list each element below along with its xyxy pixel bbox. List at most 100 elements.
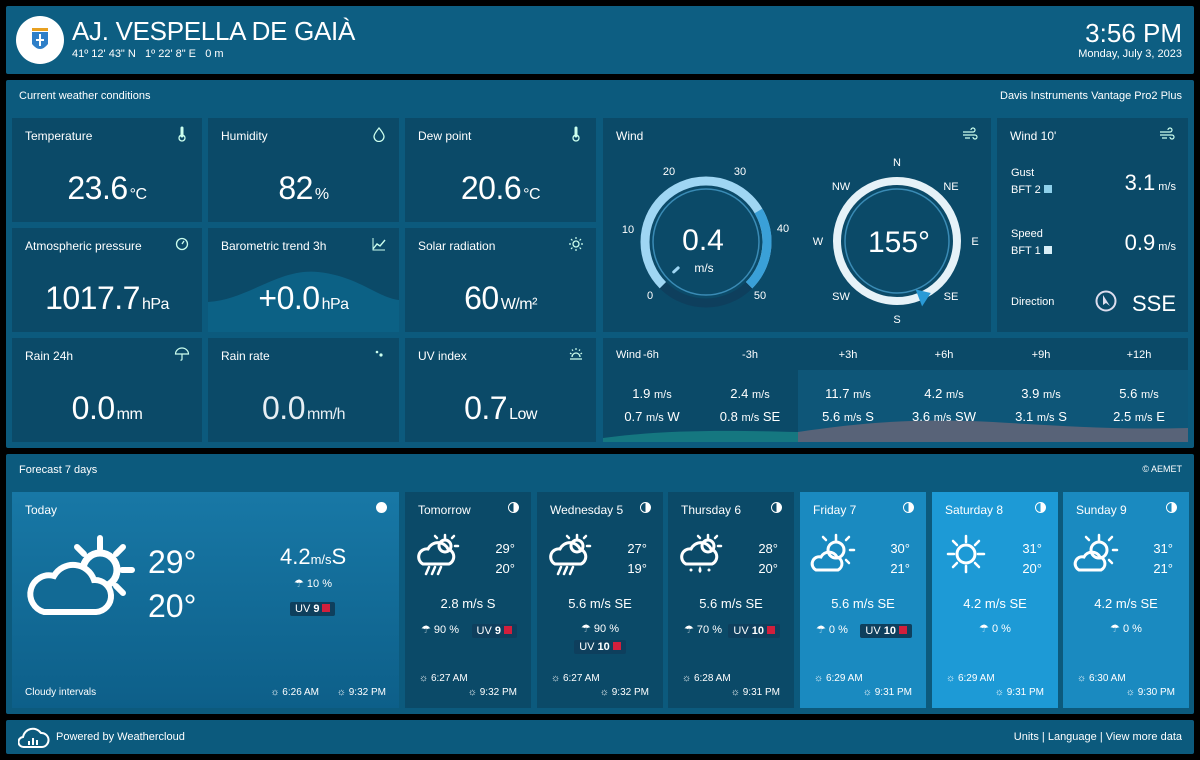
rain24-card[interactable]: Rain 24h 0.0 mm xyxy=(12,338,202,442)
wind-timeline-speed: 0.7 m/s W xyxy=(603,409,702,424)
forecast-day-card[interactable]: Saturday 8 31° 20° 4.2 m/s SE ☂ 0 % ☼ 6:29 AM… xyxy=(932,492,1058,708)
wind-compass: N NE E SE S SW W NW 155° xyxy=(813,157,979,326)
language-link[interactable]: Language xyxy=(1047,731,1097,743)
uv-card[interactable]: UV index 0.7 Low xyxy=(405,338,596,442)
sunrise-value: 6:29 AM xyxy=(825,673,863,684)
today-sunset: ☼ 9:32 PM xyxy=(336,687,386,698)
wind-card[interactable]: Wind 0 10 20 30 40 50 0.4 m/s N NE E SE … xyxy=(603,118,991,332)
forecast-min: 19° xyxy=(627,561,647,576)
compass-ring xyxy=(833,177,961,305)
temperature-card[interactable]: Temperature 23.6 °C xyxy=(12,118,202,222)
wind-direction-value: 155° xyxy=(868,226,930,259)
avg-speed: 0.8 xyxy=(719,409,738,424)
pressure-unit: hPa xyxy=(141,296,169,313)
rain24-label: Rain 24h xyxy=(25,349,74,363)
station-title: AJ. VESPELLA DE GAIÀ xyxy=(72,16,356,46)
today-rain-value: 10 % xyxy=(306,578,332,590)
avg-dir: SE xyxy=(762,409,781,424)
wind10-card[interactable]: Wind 10' Gust BFT 2 3.1 m/s Speed BFT 1 0… xyxy=(997,118,1188,332)
droplet-icon xyxy=(373,126,385,142)
wind-timeline-gust: 1.9 m/s xyxy=(607,386,697,401)
wind-speed-unit: m/s xyxy=(694,261,713,275)
forecast-min: 20° xyxy=(1022,561,1042,576)
uv-badge: UV 10 xyxy=(728,624,780,638)
wind-label: Wind xyxy=(616,129,644,143)
speed-value: 0.9 xyxy=(1124,230,1156,255)
wind-timeline-gust: 4.2 m/s xyxy=(899,386,989,401)
sunset-value: 9:32 PM xyxy=(479,687,517,698)
wind-timeline-area xyxy=(603,420,1188,442)
gust-bft-text: BFT 2 xyxy=(1011,184,1041,196)
avg-speed: 2.5 xyxy=(1113,409,1132,424)
wind-timeline-speed: 5.6 m/s S xyxy=(798,409,898,424)
wind-timeline-card[interactable]: Wind -6h 1.9 m/s 0.7 m/s W -3h 2.4 m/s 0.8 m/… xyxy=(603,338,1188,442)
avg-speed: 3.1 xyxy=(1015,409,1034,424)
avg-dir: E xyxy=(1156,409,1165,424)
forecast-rain-value: 90 % xyxy=(593,623,619,635)
dewpoint-card[interactable]: Dew point 20.6 °C xyxy=(405,118,596,222)
uv-level: Low xyxy=(509,406,537,423)
avg-unit: m/s xyxy=(646,412,664,424)
trend-card[interactable]: Barometric trend 3h +0.0 hPa xyxy=(208,228,399,332)
forecast-day-name: Friday 7 xyxy=(813,503,857,517)
trend-value: +0.0 xyxy=(258,280,320,316)
forecast-day-card[interactable]: Sunday 9 31° 21° 4.2 m/s SE ☂ 0 % ☼ 6:30 AM ☼ … xyxy=(1063,492,1189,708)
today-sunset-value: 9:32 PM xyxy=(348,687,386,698)
drizzle-sun-icon xyxy=(680,533,723,573)
speed-bft: BFT 1 xyxy=(1011,245,1052,257)
forecast-day-name: Saturday 8 xyxy=(945,503,1004,517)
pressure-value: 1017.7 xyxy=(45,280,140,316)
gust-unit: m/s xyxy=(751,389,770,401)
moon-phase-icon xyxy=(771,502,782,513)
wind-timeline-gust: 11.7 m/s xyxy=(803,386,893,401)
forecast-day-card[interactable]: Tomorrow 29° 20° 2.8 m/s S ☂ 90 % UV 9 ☼ 6:27 … xyxy=(405,492,531,708)
wind-timeline-gust: 3.9 m/s xyxy=(996,386,1086,401)
forecast-min: 20° xyxy=(495,561,515,576)
wind-speed-value: 0.4 xyxy=(682,224,724,257)
forecast-day-card[interactable]: Thursday 6 28° 20° 5.6 m/s SE ☂ 70 % UV 10 ☼ 6… xyxy=(668,492,794,708)
forecast-rain-value: 0 % xyxy=(991,623,1011,635)
forecast-rain-value: 0 % xyxy=(828,624,848,636)
forecast-wind: 4.2 m/s SE xyxy=(1094,596,1158,611)
uv-swatch xyxy=(612,642,621,650)
units-link[interactable]: Units xyxy=(1013,731,1039,743)
today-sunrise-value: 6:26 AM xyxy=(282,687,319,698)
forecast-day-card[interactable]: Wednesday 5 27° 19° 5.6 m/s SE ☂ 90 % UV 10 ☼ … xyxy=(537,492,663,708)
sunset-value: 9:32 PM xyxy=(611,687,649,698)
rain-sun-icon xyxy=(549,533,592,576)
direction-value: SSE xyxy=(1131,291,1176,316)
solar-card[interactable]: Solar radiation 60 W/m² xyxy=(405,228,596,332)
avg-dir: S xyxy=(865,409,874,424)
rainrate-card[interactable]: Rain rate 0.0 mm/h xyxy=(208,338,399,442)
view-more-link[interactable]: View more data xyxy=(1105,731,1182,743)
forecast-today-card[interactable]: Today 29° 20° 4.2m/sS ☂ 10 % UV 9 Cloudy… xyxy=(12,492,399,708)
uv-value: 0.7 xyxy=(464,390,508,426)
temperature-value: 23.6 xyxy=(67,170,128,206)
rainrate-unit: mm/h xyxy=(306,406,346,423)
gust-speed: 5.6 xyxy=(1119,386,1138,401)
forecast-sunrise: ☼ 6:29 AM xyxy=(814,673,863,684)
speed-unit: m/s xyxy=(1158,241,1176,253)
avg-speed: 5.6 xyxy=(822,409,841,424)
sun-icon xyxy=(946,534,986,574)
pressure-card[interactable]: Atmospheric pressure 1017.7 hPa xyxy=(12,228,202,332)
forecast-max: 30° xyxy=(890,541,910,556)
pressure-label: Atmospheric pressure xyxy=(25,239,142,253)
wind-icon xyxy=(963,127,978,140)
gust-unit: m/s xyxy=(853,389,871,401)
moon-phase-icon xyxy=(640,502,651,513)
powered-by[interactable]: Powered by Weathercloud xyxy=(56,731,185,743)
speed-gauge-inner xyxy=(652,188,760,296)
forecast-source: © AEMET xyxy=(1142,464,1182,474)
tick-40: 40 xyxy=(777,223,789,235)
humidity-card[interactable]: Humidity 82% xyxy=(208,118,399,222)
dewpoint-unit: °C xyxy=(523,186,541,203)
gust-value-wrap: 3.1 m/s xyxy=(1125,170,1176,196)
gust-label: Gust xyxy=(1011,167,1035,179)
humidity-label: Humidity xyxy=(221,129,268,143)
forecast-uv-value: 9 xyxy=(494,625,501,637)
forecast-day-card[interactable]: Friday 7 30° 21° 5.6 m/s SE ☂ 0 % UV 10 ☼ 6:29… xyxy=(800,492,926,708)
uv-badge: UV 9 xyxy=(290,602,336,616)
sunrise-value: 6:27 AM xyxy=(430,673,468,684)
avg-speed: 3.6 xyxy=(911,409,931,424)
